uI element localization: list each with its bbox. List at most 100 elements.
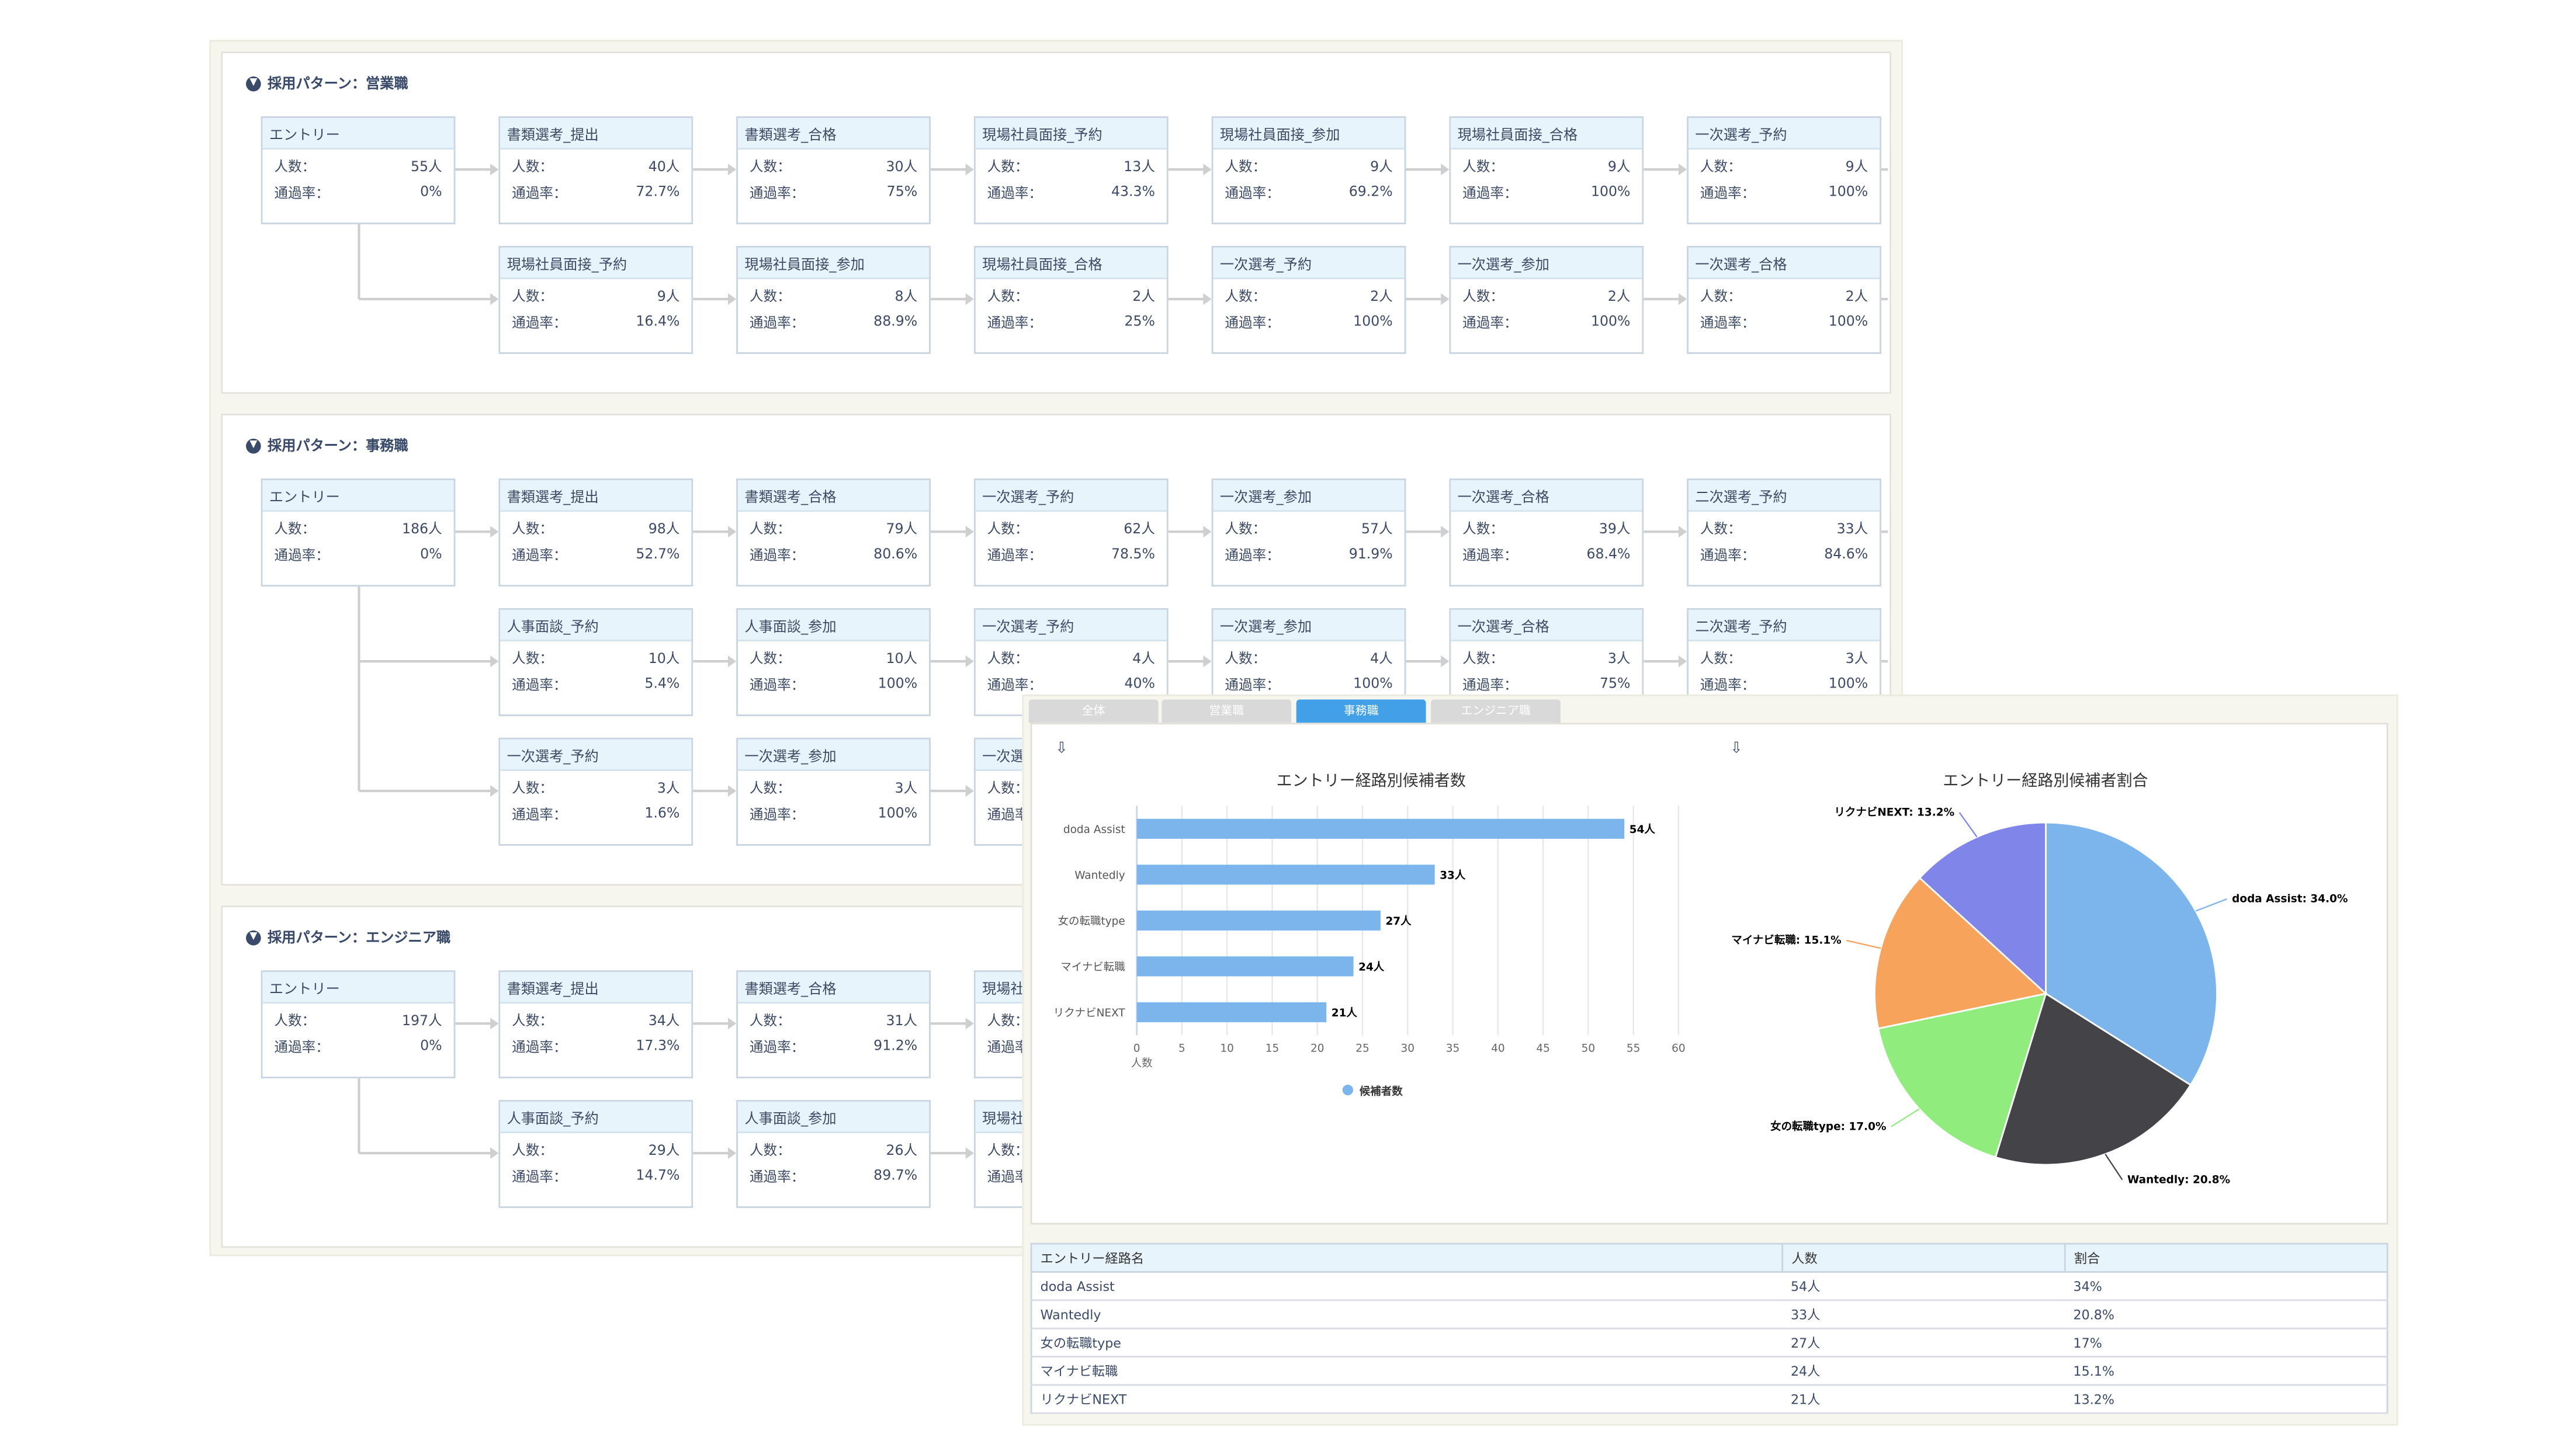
rate-label: 通過率：	[512, 546, 567, 564]
tab-engineer[interactable]: エンジニア職	[1431, 699, 1561, 723]
rate-row: 通過率： 17.3%	[500, 1037, 691, 1057]
count-row: 人数： 3人	[1689, 648, 1880, 668]
rate-value: 84.6%	[1824, 544, 1868, 562]
funnel-box-stage[interactable]: 一次選考_参加 人数： 3人 通過率： 100%	[736, 737, 931, 846]
section-header[interactable]: ▼ 採用パターン：営業職	[245, 73, 408, 93]
count-label: 人数：	[274, 158, 316, 175]
stage-name: 人事面談_参加	[737, 609, 930, 641]
rate-value: 14.7%	[636, 1166, 680, 1183]
column-header-count[interactable]: 人数	[1781, 1242, 2066, 1273]
funnel-box-stage[interactable]: 人事面談_予約 人数： 29人 通過率： 14.7%	[498, 1100, 694, 1208]
count-value: 33人	[1836, 520, 1868, 537]
stage-name: 一次選考_予約	[1689, 117, 1880, 150]
count-value: 2人	[1132, 287, 1155, 304]
funnel-box-stage[interactable]: 書類選考_合格 人数： 30人 通過率： 75%	[736, 116, 931, 225]
count-label: 人数：	[512, 158, 553, 175]
rate-label: 通過率：	[749, 806, 805, 823]
count-row: 人数： 2人	[976, 286, 1167, 306]
count-value: 31人	[886, 1012, 918, 1029]
tab-office[interactable]: 事務職	[1296, 699, 1426, 723]
count-row: 人数： 30人	[738, 156, 929, 176]
funnel-box-stage[interactable]: 書類選考_提出 人数： 34人 通過率： 17.3%	[498, 970, 694, 1079]
funnel-box-stage[interactable]: 一次選考_参加 人数： 2人 通過率： 100%	[1449, 245, 1644, 354]
funnel-box-stage[interactable]: 現場社員面接_参加 人数： 8人 通過率： 88.9%	[736, 245, 931, 354]
count-label: 人数：	[749, 287, 791, 304]
funnel-box-entry[interactable]: エントリー 人数： 55人 通過率： 0%	[261, 116, 456, 225]
section-header[interactable]: ▼ 採用パターン：事務職	[245, 435, 408, 455]
count-row: 人数： 62人	[976, 518, 1167, 538]
download-icon[interactable]: ⇩	[1730, 741, 1743, 758]
count-label: 人数：	[749, 650, 791, 667]
cell-route: Wantedly	[1030, 1299, 1783, 1329]
count-value: 9人	[1370, 158, 1393, 175]
count-label: 人数：	[512, 1141, 553, 1158]
count-label: 人数：	[1225, 158, 1267, 175]
count-label: 人数：	[987, 779, 1029, 796]
count-label: 人数：	[512, 779, 553, 796]
funnel-box-stage[interactable]: 現場社員面接_参加 人数： 9人 通過率： 69.2%	[1211, 116, 1406, 225]
rate-value: 100%	[1590, 182, 1631, 200]
funnel-box-stage[interactable]: 現場社員面接_予約 人数： 13人 通過率： 43.3%	[973, 116, 1169, 225]
entry-route-table: エントリー経路名 人数 割合 doda Assist 54人 34% Wantedly…	[1030, 1242, 2388, 1414]
stage-name: 書類選考_合格	[737, 117, 930, 150]
rate-row: 通過率： 100%	[1689, 313, 1880, 332]
count-label: 人数：	[1462, 650, 1504, 667]
rate-row: 通過率： 84.6%	[1689, 545, 1880, 565]
count-row: 人数： 4人	[1213, 648, 1404, 668]
funnel-box-stage[interactable]: 現場社員面接_合格 人数： 9人 通過率： 100%	[1449, 116, 1644, 225]
funnel-box-stage[interactable]: 書類選考_提出 人数： 98人 通過率： 52.7%	[498, 478, 694, 587]
count-value: 2人	[1607, 287, 1631, 304]
funnel-box-stage[interactable]: 書類選考_合格 人数： 79人 通過率： 80.6%	[736, 478, 931, 587]
count-row: 人数： 13人	[976, 156, 1167, 176]
funnel-box-entry[interactable]: エントリー 人数： 197人 通過率： 0%	[261, 970, 456, 1079]
rate-value: 100%	[1353, 674, 1393, 692]
funnel-box-stage[interactable]: 書類選考_合格 人数： 31人 通過率： 91.2%	[736, 970, 931, 1079]
funnel-box-stage[interactable]: 書類選考_提出 人数： 40人 通過率： 72.7%	[498, 116, 694, 225]
funnel-box-stage[interactable]: 人事面談_参加 人数： 10人 通過率： 100%	[736, 608, 931, 716]
funnel-box-stage[interactable]: 一次選考_合格 人数： 2人 通過率： 100%	[1687, 245, 1881, 354]
tab-sales[interactable]: 営業職	[1162, 699, 1292, 723]
funnel-box-stage[interactable]: 現場社員面接_合格 人数： 2人 通過率： 25%	[973, 245, 1169, 354]
chevron-down-icon[interactable]: ▼	[245, 75, 261, 91]
table-row: Wantedly 33人 20.8%	[1030, 1299, 2388, 1329]
count-value: 9人	[657, 287, 680, 304]
count-label: 人数：	[512, 520, 553, 537]
rate-value: 91.2%	[873, 1036, 918, 1054]
stage-name: 現場社員面接_参加	[1213, 117, 1405, 150]
rate-label: 通過率：	[749, 184, 805, 202]
section-header[interactable]: ▼ 採用パターン：エンジニア職	[245, 927, 450, 947]
count-row: 人数： 9人	[500, 286, 691, 306]
download-icon[interactable]: ⇩	[1055, 741, 1068, 758]
chevron-down-icon[interactable]: ▼	[245, 438, 261, 453]
rate-value: 100%	[1828, 674, 1868, 692]
funnel-box-stage[interactable]: 一次選考_予約 人数： 9人 通過率： 100%	[1687, 116, 1881, 225]
funnel-box-entry[interactable]: エントリー 人数： 186人 通過率： 0%	[261, 478, 456, 587]
stage-name: 書類選考_合格	[737, 480, 930, 512]
count-row: 人数： 9人	[1213, 156, 1404, 176]
count-row: 人数： 2人	[1213, 286, 1404, 306]
funnel-box-stage[interactable]: 一次選考_予約 人数： 2人 通過率： 100%	[1211, 245, 1406, 354]
count-row: 人数： 10人	[500, 648, 691, 668]
count-row: 人数： 4人	[976, 648, 1167, 668]
rate-value: 16.4%	[636, 312, 680, 329]
rate-row: 通過率： 100%	[1213, 313, 1404, 332]
rate-row: 通過率： 100%	[1689, 675, 1880, 695]
column-header-ratio[interactable]: 割合	[2064, 1242, 2388, 1273]
column-header-route[interactable]: エントリー経路名	[1030, 1242, 1784, 1273]
rate-row: 通過率： 0%	[262, 545, 453, 565]
count-label: 人数：	[1462, 520, 1504, 537]
tab-all[interactable]: 全体	[1028, 699, 1159, 723]
chevron-down-icon[interactable]: ▼	[245, 929, 261, 945]
funnel-box-stage[interactable]: 現場社員面接_予約 人数： 9人 通過率： 16.4%	[498, 245, 694, 354]
funnel-box-stage[interactable]: 一次選考_予約 人数： 3人 通過率： 1.6%	[498, 737, 694, 846]
funnel-box-stage[interactable]: 人事面談_参加 人数： 26人 通過率： 89.7%	[736, 1100, 931, 1208]
funnel-box-stage[interactable]: 人事面談_予約 人数： 10人 通過率： 5.4%	[498, 608, 694, 716]
funnel-box-stage[interactable]: 一次選考_参加 人数： 57人 通過率： 91.9%	[1211, 478, 1406, 587]
cell-ratio: 13.2%	[2065, 1384, 2388, 1414]
rate-row: 通過率： 5.4%	[500, 675, 691, 695]
funnel-box-stage[interactable]: 二次選考_予約 人数： 33人 通過率： 84.6%	[1687, 478, 1881, 587]
rate-value: 17.3%	[636, 1036, 680, 1054]
count-label: 人数：	[1700, 158, 1742, 175]
funnel-box-stage[interactable]: 一次選考_合格 人数： 39人 通過率： 68.4%	[1449, 478, 1644, 587]
funnel-box-stage[interactable]: 一次選考_予約 人数： 62人 通過率： 78.5%	[973, 478, 1169, 587]
